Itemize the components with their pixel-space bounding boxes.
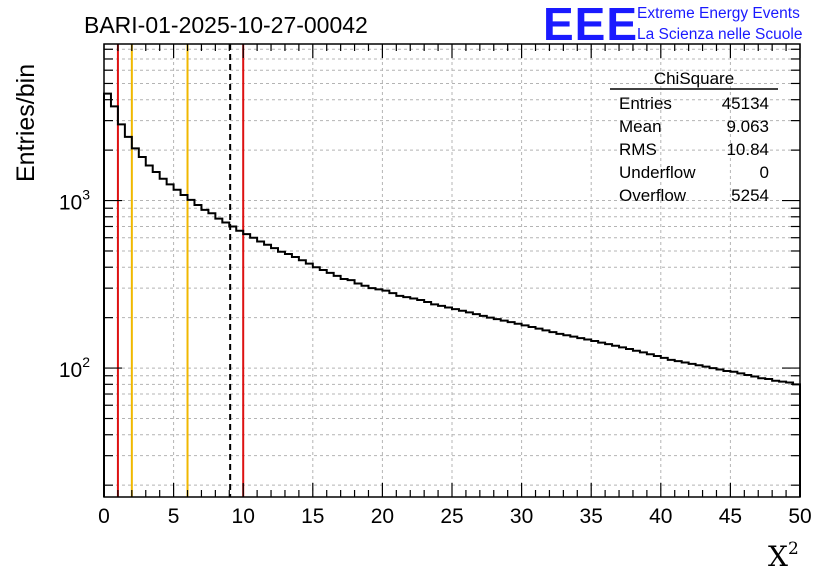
x-tick-label: 45 — [719, 505, 742, 528]
stats-box: ChiSquare Entries 45134 Mean 9.063 RMS 1… — [610, 69, 778, 205]
x-tick-label: 30 — [510, 505, 533, 528]
axes: 0 5 10 15 20 25 30 35 40 45 50 102 103 — [59, 43, 812, 528]
x-axis-label-sup: 2 — [788, 539, 799, 559]
stats-box-title: ChiSquare — [654, 69, 734, 88]
grid — [104, 44, 800, 497]
reference-lines — [116, 44, 245, 497]
x-tick-label: 5 — [168, 505, 180, 528]
stats-value: 45134 — [722, 94, 769, 113]
eee-logo: EEE Extreme Energy Events La Scienza nel… — [543, 0, 802, 50]
y-axis-label: Entries/bin — [12, 64, 40, 182]
x-tick-label: 10 — [232, 505, 255, 528]
stats-value: 9.063 — [726, 117, 769, 136]
stats-value: 0 — [760, 163, 769, 182]
x-tick-label: 25 — [440, 505, 463, 528]
histogram-outline — [103, 92, 801, 497]
y-tick-label: 103 — [59, 187, 90, 215]
x-axis-label-base: X — [768, 540, 788, 572]
stats-label: RMS — [619, 140, 657, 159]
logo-mark: EEE — [543, 0, 638, 50]
stats-label: Overflow — [619, 186, 687, 205]
stats-label: Mean — [619, 117, 662, 136]
logo-line-1: Extreme Energy Events — [637, 5, 800, 22]
x-axis-label: X2 — [768, 539, 799, 572]
stats-label: Underflow — [619, 163, 696, 182]
x-tick-label: 50 — [788, 505, 811, 528]
stats-label: Entries — [619, 94, 672, 113]
stats-value: 5254 — [731, 186, 769, 205]
x-tick-label: 20 — [371, 505, 394, 528]
y-tick-label: 102 — [59, 354, 90, 382]
x-tick-label: 15 — [301, 505, 324, 528]
logo-line-2: La Scienza nelle Scuole — [637, 26, 802, 43]
chart-title: BARI-01-2025-10-27-00042 — [84, 12, 368, 38]
x-tick-label: 35 — [580, 505, 603, 528]
x-tick-label: 40 — [649, 505, 672, 528]
histogram — [103, 92, 801, 497]
x-tick-label: 0 — [98, 505, 110, 528]
stats-value: 10.84 — [726, 140, 769, 159]
